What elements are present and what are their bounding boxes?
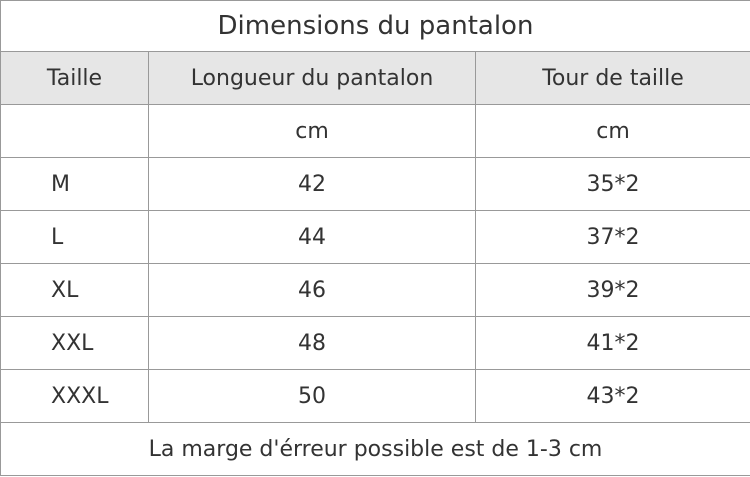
- cell: 44: [148, 210, 476, 264]
- footnote: La marge d'érreur possible est de 1-3 cm: [0, 422, 750, 476]
- header-cell: Longueur du pantalon: [148, 51, 476, 105]
- data-row: XXL 48 41*2: [0, 316, 750, 370]
- header-cell: Taille: [0, 51, 149, 105]
- cell: 35*2: [475, 157, 750, 211]
- cell: 43*2: [475, 369, 750, 423]
- data-row: L 44 37*2: [0, 210, 750, 264]
- cell: L: [0, 210, 149, 264]
- unit-cell: cm: [475, 104, 750, 158]
- cell: XXL: [0, 316, 149, 370]
- data-row: XXXL 50 43*2: [0, 369, 750, 423]
- header-cell: Tour de taille: [475, 51, 750, 105]
- unit-row: cm cm: [0, 104, 750, 158]
- cell: 37*2: [475, 210, 750, 264]
- header-row: Taille Longueur du pantalon Tour de taille: [0, 51, 750, 105]
- data-row: XL 46 39*2: [0, 263, 750, 317]
- footnote-row: La marge d'érreur possible est de 1-3 cm: [0, 422, 750, 476]
- data-row: M 42 35*2: [0, 157, 750, 211]
- unit-cell: cm: [148, 104, 476, 158]
- cell: M: [0, 157, 149, 211]
- cell: 48: [148, 316, 476, 370]
- cell: XXXL: [0, 369, 149, 423]
- cell: 50: [148, 369, 476, 423]
- title-row: Dimensions du pantalon: [0, 0, 750, 52]
- cell: 41*2: [475, 316, 750, 370]
- cell: 46: [148, 263, 476, 317]
- cell: XL: [0, 263, 149, 317]
- cell: 42: [148, 157, 476, 211]
- unit-cell: [0, 104, 149, 158]
- title: Dimensions du pantalon: [0, 0, 750, 52]
- cell: 39*2: [475, 263, 750, 317]
